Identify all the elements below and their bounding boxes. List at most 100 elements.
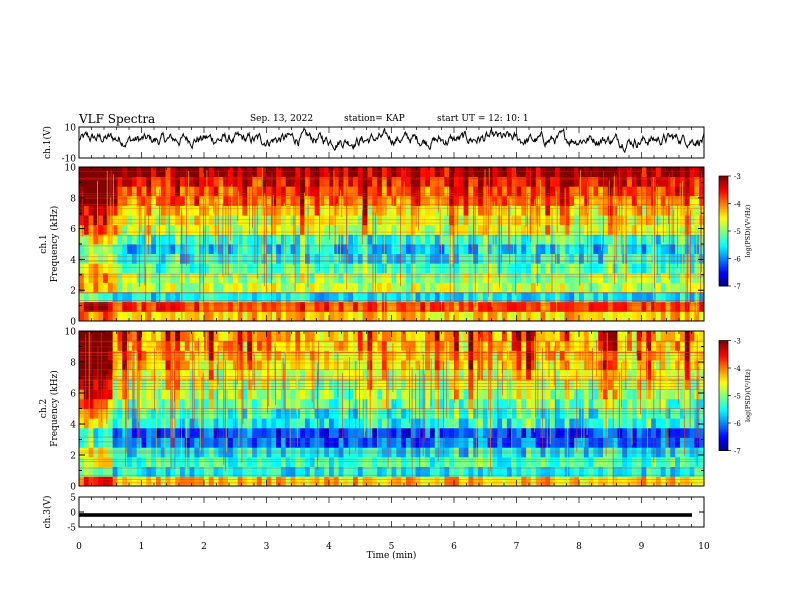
spectrogram-cell xyxy=(334,244,339,254)
spectrogram-cell xyxy=(517,360,522,370)
spectrogram-cell xyxy=(608,399,613,409)
spectrogram-cell xyxy=(310,438,315,448)
spectrogram-cell xyxy=(98,428,103,438)
spectrogram-cell xyxy=(367,206,372,216)
spectrogram-cell xyxy=(502,254,507,264)
spectrogram-cell xyxy=(584,370,589,380)
spectrogram-cell xyxy=(521,476,526,486)
spectrogram-cell xyxy=(584,447,589,457)
spectrogram-cell xyxy=(281,244,286,254)
spectrogram-cell xyxy=(161,331,166,341)
spectrogram-cell xyxy=(392,263,397,273)
spectrogram-cell xyxy=(252,283,257,293)
spectrogram-cell xyxy=(666,283,671,293)
spectrogram-cell xyxy=(137,331,142,341)
spectrogram-cell xyxy=(300,476,305,486)
spectrogram-cell xyxy=(84,254,89,264)
spectrogram-cell xyxy=(305,254,310,264)
spectrogram-cell xyxy=(363,215,368,225)
spectrogram-cell xyxy=(646,225,651,235)
spectrogram-cell xyxy=(161,244,166,254)
spectrogram-cell xyxy=(233,215,238,225)
spectrogram-cell xyxy=(536,476,541,486)
spectrogram-cell xyxy=(627,370,632,380)
spectrogram-cell xyxy=(180,447,185,457)
spectrogram-cell xyxy=(117,186,122,196)
spectrogram-cell xyxy=(209,476,214,486)
spectrogram-cell xyxy=(512,311,517,321)
spectrogram-cell xyxy=(392,254,397,264)
spectrogram-cell xyxy=(117,399,122,409)
spectrogram-cell xyxy=(545,215,550,225)
spectrogram-cell xyxy=(608,370,613,380)
spectrogram-cell xyxy=(661,254,666,264)
spectrogram-cell xyxy=(449,389,454,399)
spectrogram-cell xyxy=(300,428,305,438)
spectrogram-cell xyxy=(565,341,570,351)
spectrogram-cell xyxy=(521,370,526,380)
spectrogram-cell xyxy=(536,457,541,467)
spectrogram-cell xyxy=(156,476,161,486)
ch2-ytick-label: 6 xyxy=(70,390,76,400)
spectrogram-cell xyxy=(324,428,329,438)
spectrogram-cell xyxy=(166,186,171,196)
spectrogram-cell xyxy=(411,283,416,293)
spectrogram-cell xyxy=(228,263,233,273)
spectrogram-cell xyxy=(156,457,161,467)
spectrogram-cell xyxy=(175,215,180,225)
spectrogram-cell xyxy=(617,167,622,177)
spectrogram-cell xyxy=(603,399,608,409)
spectrogram-cell xyxy=(324,283,329,293)
spectrogram-cell xyxy=(637,283,642,293)
spectrogram-cell xyxy=(194,167,199,177)
spectrogram-cell xyxy=(589,341,594,351)
spectrogram-cell xyxy=(637,206,642,216)
spectrogram-cell xyxy=(526,428,531,438)
spectrogram-cell xyxy=(454,476,459,486)
spectrogram-cell xyxy=(324,341,329,351)
spectrogram-cell xyxy=(627,428,632,438)
spectrogram-cell xyxy=(550,263,555,273)
spectrogram-cell xyxy=(218,341,223,351)
spectrogram-cell xyxy=(166,341,171,351)
spectrogram-cell xyxy=(367,447,372,457)
spectrogram-cell xyxy=(185,447,190,457)
spectrogram-cell xyxy=(247,476,252,486)
spectrogram-cell xyxy=(449,447,454,457)
spectrogram-cell xyxy=(315,283,320,293)
spectrogram-cell xyxy=(589,379,594,389)
spectrogram-cell xyxy=(190,186,195,196)
spectrogram-cell xyxy=(401,254,406,264)
spectrogram-cell xyxy=(209,428,214,438)
spectrogram-cell xyxy=(521,399,526,409)
spectrogram-cell xyxy=(93,428,98,438)
spectrogram-cell xyxy=(435,370,440,380)
spectrogram-cell xyxy=(464,225,469,235)
spectrogram-cell xyxy=(84,428,89,438)
spectrogram-cell xyxy=(473,331,478,341)
spectrogram-cell xyxy=(464,418,469,428)
spectrogram-cell xyxy=(502,418,507,428)
spectrogram-cell xyxy=(526,389,531,399)
spectrogram-cell xyxy=(435,331,440,341)
spectrogram-cell xyxy=(392,225,397,235)
spectrogram-cell xyxy=(574,283,579,293)
spectrogram-cell xyxy=(295,167,300,177)
spectrogram-cell xyxy=(464,379,469,389)
spectrogram-cell xyxy=(593,418,598,428)
spectrogram-cell xyxy=(492,457,497,467)
spectrogram-cell xyxy=(425,263,430,273)
spectrogram-cell xyxy=(103,244,108,254)
spectrogram-cell xyxy=(185,341,190,351)
spectrogram-cell xyxy=(252,389,257,399)
spectrogram-cell xyxy=(382,438,387,448)
spectrogram-cell xyxy=(569,186,574,196)
spectrogram-cell xyxy=(175,244,180,254)
spectrogram-cell xyxy=(526,399,531,409)
spectrogram-cell xyxy=(541,263,546,273)
spectrogram-cell xyxy=(372,428,377,438)
spectrogram-cell xyxy=(468,447,473,457)
spectrogram-cell xyxy=(584,476,589,486)
spectrogram-cell xyxy=(166,418,171,428)
spectrogram-cell xyxy=(642,244,647,254)
